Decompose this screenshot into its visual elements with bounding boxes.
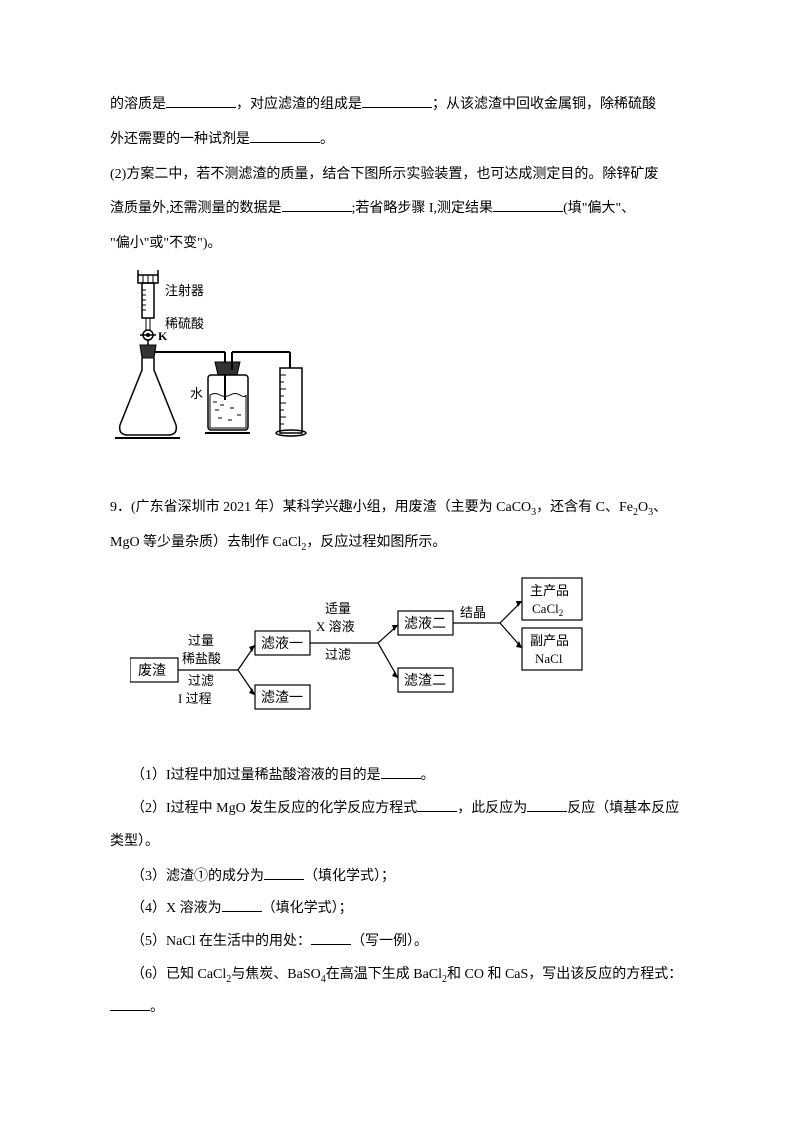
text: ，此反应为: [457, 801, 527, 816]
question-2-cont: 类型）。: [110, 827, 684, 858]
node-side2: NaCl: [535, 651, 563, 666]
text: （写一例）。: [351, 934, 428, 949]
blank: [417, 798, 457, 812]
text: (2)方案二中，若不测滤渣的质量，结合下图所示实验装置，也可达成测定目的。除锌矿…: [110, 167, 658, 182]
blank: [166, 94, 236, 108]
text: ，还含有 C、Fe: [536, 500, 633, 515]
question-5: （5）NaCl 在生活中的用处： （写一例）。: [110, 927, 684, 958]
text: 、: [653, 500, 667, 515]
text: 反应（填基本反应: [567, 801, 679, 816]
water-label: 水: [190, 386, 203, 401]
text: MgO 等少量杂质）去制作 CaCl: [110, 535, 301, 550]
text: （4）X 溶液为: [131, 901, 222, 916]
text: 外还需要的一种试剂是: [110, 132, 250, 147]
label-crystal: 结晶: [460, 605, 486, 620]
text: (填"偏大"、: [563, 201, 635, 216]
text: 和 CO 和 CaS，写出该反应的方程式：: [447, 967, 682, 982]
intro-line2: 外还需要的一种试剂是 。: [110, 125, 684, 156]
text: 渣质量外,还需测量的数据是: [110, 201, 282, 216]
label-x1: 适量: [325, 601, 351, 616]
node-liquid1: 滤液一: [261, 636, 303, 652]
syringe-label: 注射器: [165, 283, 204, 298]
blank: [311, 931, 351, 945]
node-main: 主产品: [530, 583, 569, 598]
svg-text:CaCl2: CaCl2: [532, 601, 563, 618]
node-residue1: 滤渣一: [261, 690, 303, 706]
node-side: 副产品: [530, 633, 569, 648]
text: 。: [320, 132, 334, 147]
text: （2）I过程中 MgO 发生反应的化学反应方程式: [131, 801, 417, 816]
question-3: （3）滤渣①的成分为 （填化学式）；: [110, 862, 684, 893]
text: （填化学式）；: [262, 901, 353, 916]
acid-label: 稀硫酸: [165, 316, 204, 331]
blank: [527, 798, 567, 812]
intro-line3: (2)方案二中，若不测滤渣的质量，结合下图所示实验装置，也可达成测定目的。除锌矿…: [110, 160, 684, 191]
question-2: （2）I过程中 MgO 发生反应的化学反应方程式 ，此反应为 反应（填基本反应: [110, 794, 684, 825]
label-filter2: 过滤: [325, 647, 351, 662]
blank: [362, 94, 432, 108]
text: ；从该滤渣中回收金属铜，除稀硫酸: [432, 97, 656, 112]
k-label: K: [158, 329, 168, 343]
text: （1）I过程中加过量稀盐酸溶液的目的是: [131, 768, 381, 783]
text: 9．(广东省深圳市 2021 年）某科学兴趣小组，用废渣（主要为 CaCO: [110, 500, 531, 515]
text: 。: [421, 768, 435, 783]
text: 与焦炭、BaSO: [231, 967, 320, 982]
node-waste: 废渣: [138, 663, 166, 679]
label-x2: X 溶液: [316, 619, 355, 634]
intro-line5: "偏小"或"不变")。: [110, 229, 684, 260]
text: （填化学式）；: [304, 869, 395, 884]
text: O: [638, 500, 648, 515]
blank: [110, 997, 150, 1011]
intro-line4: 渣质量外,还需测量的数据是 ;若省略步骤 I,测定结果 (填"偏大"、: [110, 194, 684, 225]
node-main2-sub: 2: [559, 608, 564, 618]
text: ;若省略步骤 I,测定结果: [352, 201, 494, 216]
question-1: （1）I过程中加过量稀盐酸溶液的目的是 。: [110, 761, 684, 792]
label-process: I 过程: [178, 691, 212, 706]
question-4: （4）X 溶液为 （填化学式）；: [110, 894, 684, 925]
flowchart-diagram: 废渣 过量 稀盐酸 过滤 I 过程 滤液一 滤渣一 适量 X 溶液 过滤 滤液二…: [130, 573, 684, 746]
node-residue2: 滤渣二: [404, 673, 446, 689]
label-excess: 过量: [188, 633, 214, 648]
question-6-blank: 。: [110, 993, 684, 1024]
text: 的溶质是: [110, 97, 166, 112]
node-liquid2: 滤液二: [404, 616, 446, 632]
text: ，对应滤渣的组成是: [236, 97, 362, 112]
question-6: （6）已知 CaCl2与焦炭、BaSO4在高温下生成 BaCl2和 CO 和 C…: [110, 960, 684, 991]
text: （5）NaCl 在生活中的用处：: [131, 934, 311, 949]
text: （3）滤渣①的成分为: [131, 869, 264, 884]
blank: [264, 866, 304, 880]
text: "偏小"或"不变")。: [110, 236, 222, 251]
node-main2: CaCl: [532, 601, 559, 616]
text: 类型）。: [110, 834, 159, 849]
blank: [250, 129, 320, 143]
text: ，反应过程如图所示。: [306, 535, 446, 550]
q9-intro2: MgO 等少量杂质）去制作 CaCl2，反应过程如图所示。: [110, 528, 684, 559]
apparatus-diagram: 注射器 稀硫酸 K 水: [110, 270, 684, 473]
q9-intro1: 9．(广东省深圳市 2021 年）某科学兴趣小组，用废渣（主要为 CaCO3，还…: [110, 493, 684, 524]
blank: [282, 198, 352, 212]
blank: [222, 898, 262, 912]
text: 在高温下生成 BaCl: [326, 967, 442, 982]
text: （6）已知 CaCl: [131, 967, 226, 982]
label-hcl: 稀盐酸: [182, 651, 221, 666]
text: 。: [150, 1000, 164, 1015]
blank: [381, 765, 421, 779]
label-filter1: 过滤: [188, 673, 214, 688]
intro-line1: 的溶质是 ，对应滤渣的组成是 ；从该滤渣中回收金属铜，除稀硫酸: [110, 90, 684, 121]
blank: [493, 198, 563, 212]
